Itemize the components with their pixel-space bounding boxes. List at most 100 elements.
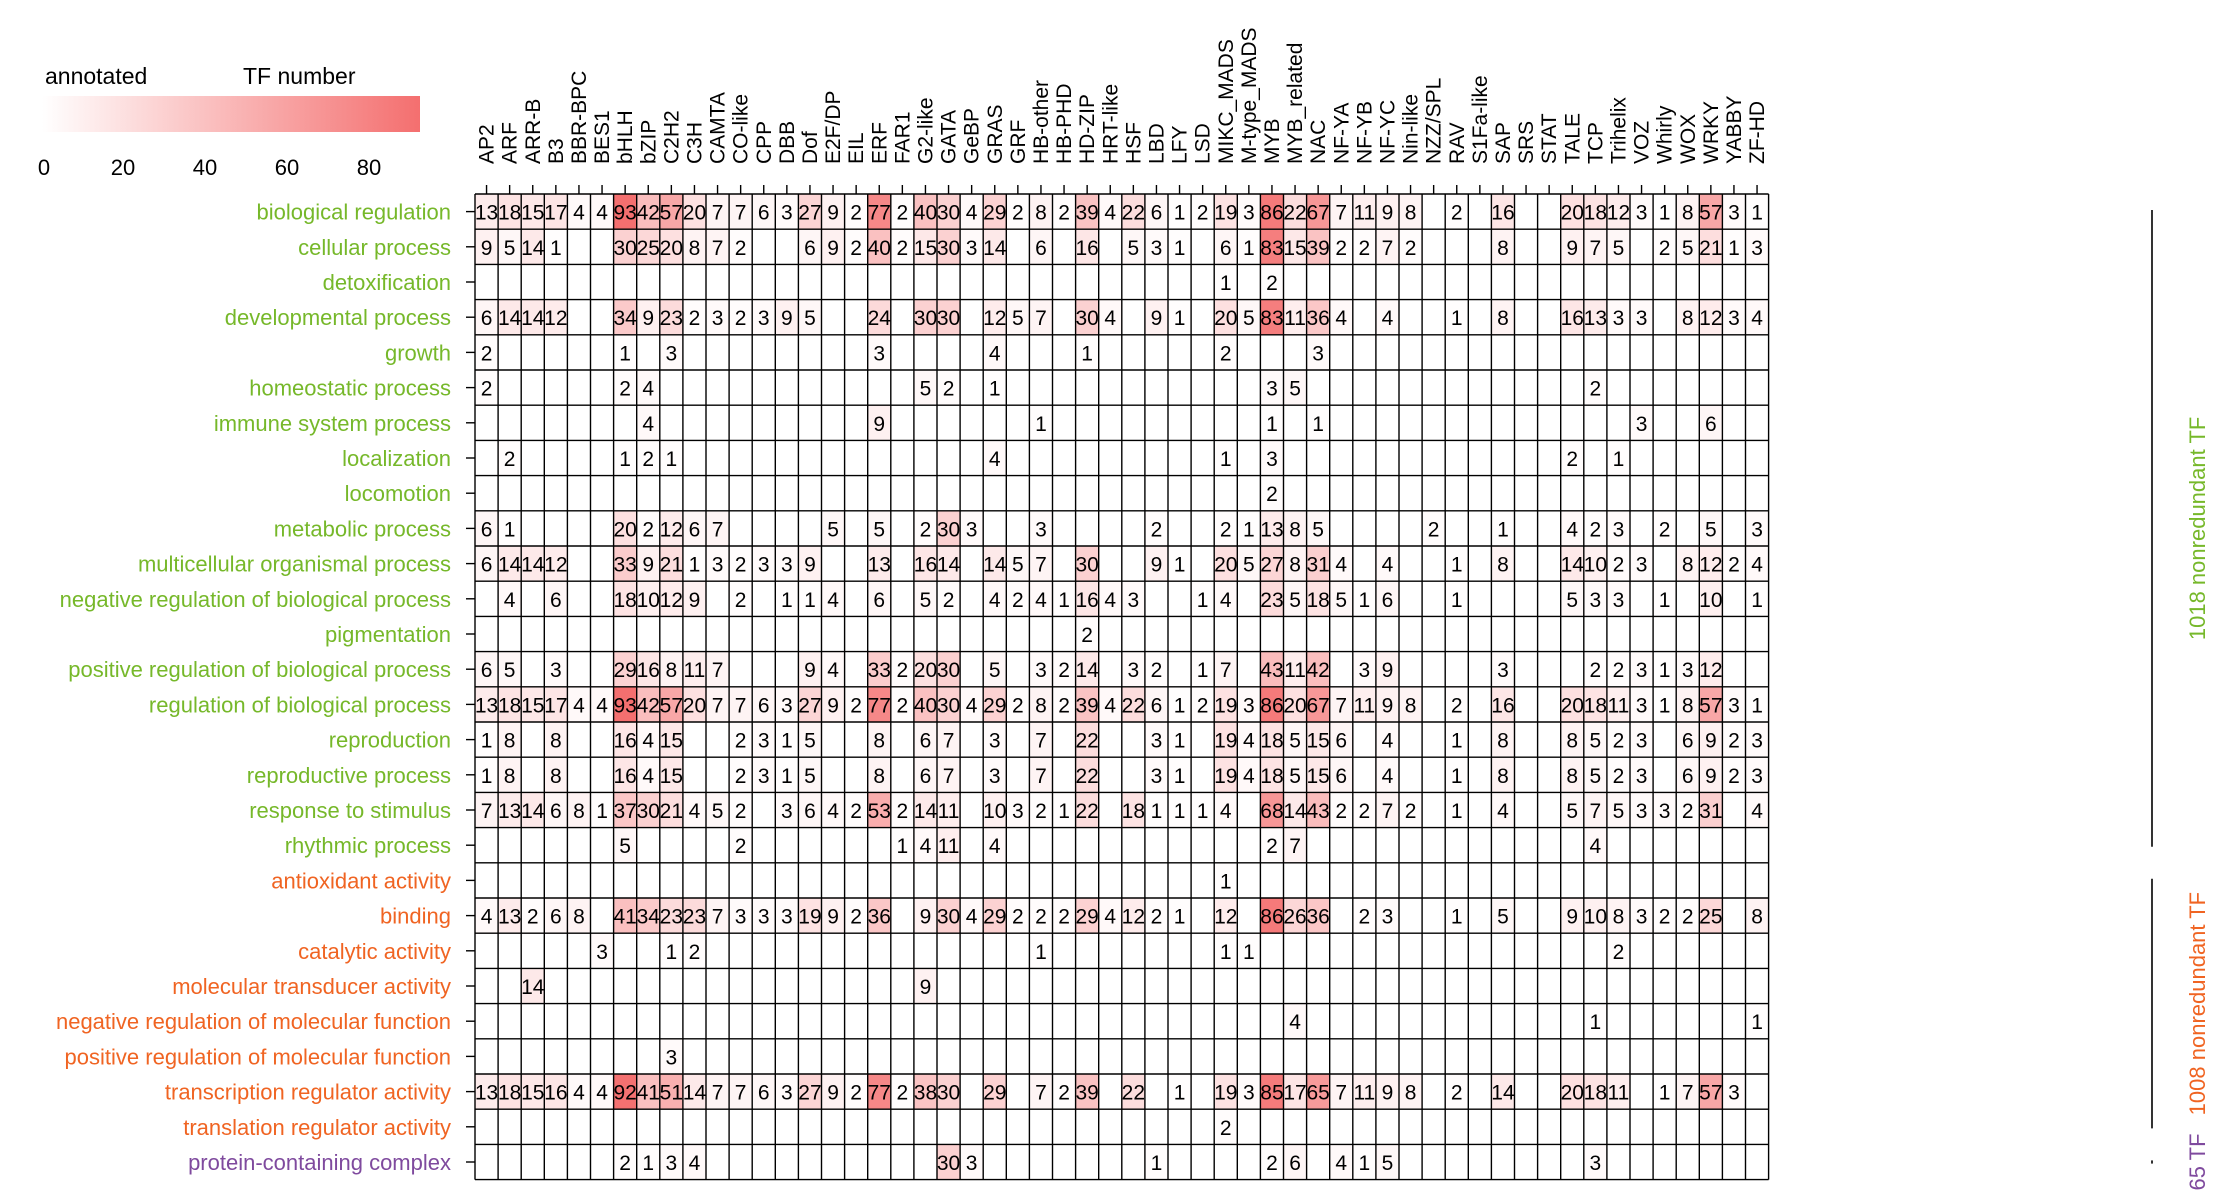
heatmap-cell xyxy=(1468,968,1492,1004)
heatmap-cell xyxy=(1098,616,1122,652)
cell-value-label: 30 xyxy=(937,1082,960,1105)
cell-value-label: 7 xyxy=(1035,307,1047,330)
heatmap-cell xyxy=(890,862,914,898)
heatmap-cell xyxy=(1375,229,1399,265)
heatmap-cell xyxy=(960,334,984,370)
heatmap-cell xyxy=(1329,616,1353,652)
cell-value-label: 12 xyxy=(1699,307,1722,330)
cell-value-label: 3 xyxy=(781,694,793,717)
column-label-myb: MYB xyxy=(1261,118,1284,164)
cell-value-label: 3 xyxy=(1751,730,1763,753)
heatmap-cell xyxy=(590,792,614,828)
heatmap-cell xyxy=(475,827,499,863)
cell-value-label: 10 xyxy=(1584,906,1607,929)
cell-value-label: 67 xyxy=(1306,202,1329,225)
heatmap-cell xyxy=(706,898,730,934)
cell-value-label: 3 xyxy=(1659,800,1671,823)
cell-value-label: 5 xyxy=(1566,589,1578,612)
heatmap-cell xyxy=(1121,651,1145,687)
heatmap-cell xyxy=(544,1074,568,1110)
cell-value-label: 9 xyxy=(642,307,654,330)
heatmap-cell xyxy=(1653,475,1677,511)
heatmap-cell xyxy=(636,194,660,230)
cell-value-label: 6 xyxy=(758,694,770,717)
heatmap-cell xyxy=(1352,968,1376,1004)
heatmap-cell xyxy=(1306,546,1330,582)
heatmap-cell xyxy=(983,862,1007,898)
cell-value-label: 2 xyxy=(850,202,862,225)
heatmap-cell xyxy=(1676,405,1700,441)
heatmap-cell xyxy=(1098,827,1122,863)
heatmap-cell xyxy=(983,334,1007,370)
cell-value-label: 7 xyxy=(1382,237,1394,260)
heatmap-cell xyxy=(1445,616,1469,652)
heatmap-cell xyxy=(1191,933,1215,969)
heatmap-cell xyxy=(844,229,868,265)
heatmap-cell xyxy=(1352,194,1376,230)
heatmap-cell xyxy=(1283,616,1307,652)
cell-value-label: 29 xyxy=(613,659,636,682)
cell-value-label: 3 xyxy=(758,307,770,330)
heatmap-cell xyxy=(1745,1038,1769,1074)
heatmap-cell xyxy=(1283,933,1307,969)
cell-value-label: 1 xyxy=(1174,906,1186,929)
heatmap-cell xyxy=(890,370,914,406)
heatmap-cell xyxy=(475,968,499,1004)
heatmap-cell xyxy=(1606,968,1630,1004)
heatmap-cell xyxy=(1144,405,1168,441)
heatmap-cell xyxy=(636,510,660,546)
heatmap-cell xyxy=(1630,440,1654,476)
heatmap-cell xyxy=(636,1038,660,1074)
heatmap-cell xyxy=(1237,475,1261,511)
heatmap-cell xyxy=(752,686,776,722)
heatmap-cell xyxy=(1306,827,1330,863)
heatmap-cell xyxy=(1745,792,1769,828)
heatmap-cell xyxy=(590,827,614,863)
heatmap-cell xyxy=(1422,792,1446,828)
column-label-voz: VOZ xyxy=(1631,121,1654,164)
heatmap-cell xyxy=(1006,264,1030,300)
heatmap-cell xyxy=(1029,651,1053,687)
heatmap-cell xyxy=(1606,229,1630,265)
row-label-negative-regulation-of-biological-process: negative regulation of biological proces… xyxy=(60,587,451,612)
cell-value-label: 2 xyxy=(1359,800,1371,823)
heatmap-cell xyxy=(567,1109,591,1145)
heatmap-cell xyxy=(682,405,706,441)
heatmap-cell xyxy=(498,370,522,406)
column-label-c2h2: C2H2 xyxy=(660,110,683,164)
heatmap-cell xyxy=(1029,546,1053,582)
heatmap-cell xyxy=(544,898,568,934)
cell-value-label: 36 xyxy=(868,906,891,929)
heatmap-cell xyxy=(567,898,591,934)
cell-value-label: 14 xyxy=(914,800,938,823)
heatmap-cell xyxy=(1052,968,1076,1004)
heatmap-cell xyxy=(1699,968,1723,1004)
heatmap-cell xyxy=(1006,475,1030,511)
heatmap-cell xyxy=(1214,1074,1238,1110)
cell-value-label: 2 xyxy=(735,237,747,260)
heatmap-cell xyxy=(913,370,937,406)
heatmap-cell xyxy=(1121,334,1145,370)
heatmap-cell xyxy=(1121,616,1145,652)
heatmap-cell xyxy=(475,757,499,793)
cell-value-label: 7 xyxy=(1035,765,1047,788)
cell-value-label: 20 xyxy=(660,237,683,260)
cell-value-label: 2 xyxy=(1405,800,1417,823)
heatmap-cell xyxy=(1653,792,1677,828)
cell-value-label: 2 xyxy=(735,307,747,330)
heatmap-cell xyxy=(913,792,937,828)
cell-value-label: 4 xyxy=(827,800,839,823)
cell-value-label: 3 xyxy=(1636,730,1648,753)
legend-title-tf-number: TF number xyxy=(243,63,356,89)
heatmap-cell xyxy=(1283,722,1307,758)
cell-value-label: 3 xyxy=(1497,659,1509,682)
cell-value-label: 3 xyxy=(1728,307,1740,330)
cell-value-label: 30 xyxy=(937,237,960,260)
heatmap-cell xyxy=(1075,194,1099,230)
row-label-response-to-stimulus: response to stimulus xyxy=(249,798,451,823)
cell-value-label: 9 xyxy=(827,202,839,225)
heatmap-cell xyxy=(960,651,984,687)
heatmap-cell xyxy=(475,651,499,687)
cell-value-label: 3 xyxy=(989,730,1001,753)
heatmap-cell xyxy=(682,581,706,617)
